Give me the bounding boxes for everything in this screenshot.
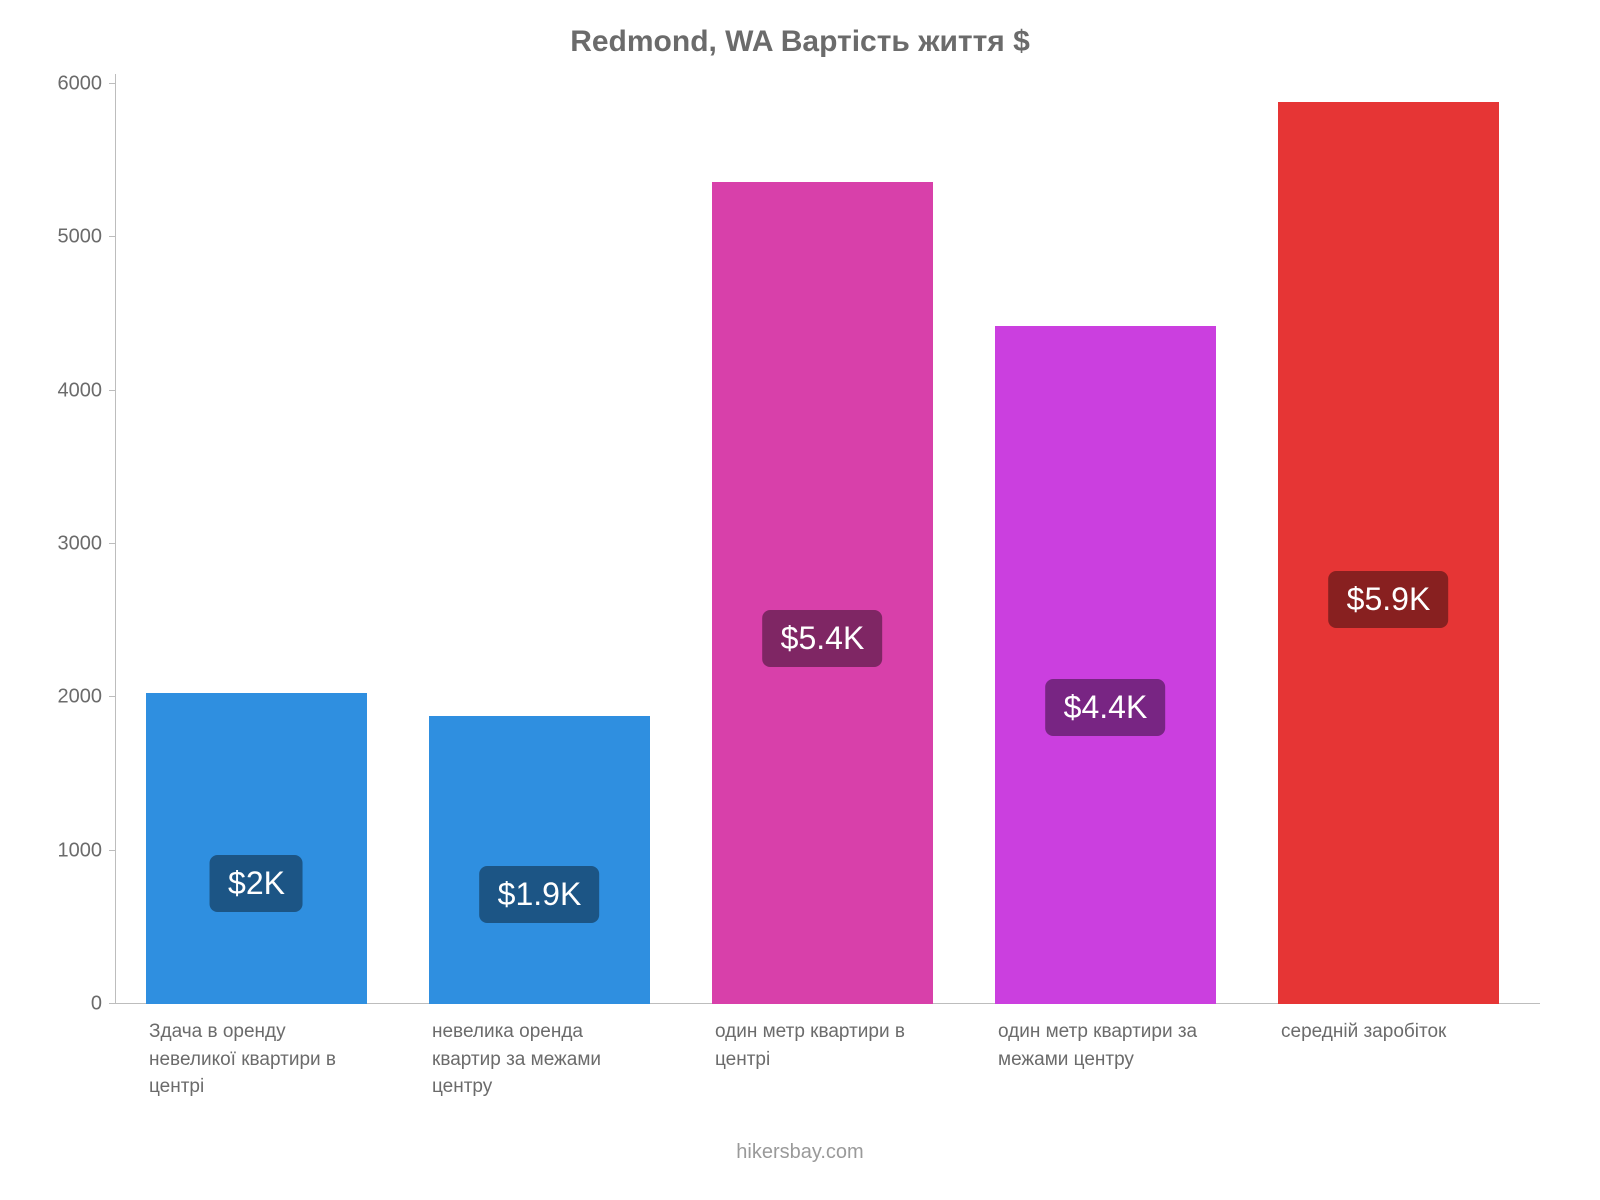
- bar: $2K: [146, 693, 367, 1004]
- bar: $5.9K: [1278, 102, 1499, 1004]
- value-badge: $4.4K: [1046, 679, 1166, 736]
- y-tick-label: 3000: [58, 533, 103, 556]
- x-axis-labels: Здача в оренду невеликої квартири в цент…: [115, 1018, 1530, 1101]
- bar: $4.4K: [995, 326, 1216, 1004]
- bar-slot: $5.4K: [681, 84, 964, 1004]
- x-axis-label: один метр квартири за межами центру: [998, 1018, 1198, 1073]
- x-label-slot: Здача в оренду невеликої квартири в цент…: [115, 1018, 398, 1101]
- x-axis-label: середній заробіток: [1281, 1018, 1481, 1046]
- y-tick-label: 1000: [58, 839, 103, 862]
- value-badge: $2K: [210, 855, 303, 912]
- x-label-slot: середній заробіток: [1247, 1018, 1530, 1101]
- y-tick-label: 6000: [58, 73, 103, 96]
- y-tick-label: 5000: [58, 226, 103, 249]
- x-axis-label: Здача в оренду невеликої квартири в цент…: [149, 1018, 349, 1101]
- x-axis-label: невелика оренда квартир за межами центру: [432, 1018, 632, 1101]
- x-label-slot: невелика оренда квартир за межами центру: [398, 1018, 681, 1101]
- value-badge: $5.9K: [1329, 571, 1449, 628]
- bar-slot: $2K: [115, 84, 398, 1004]
- value-badge: $1.9K: [480, 866, 600, 923]
- chart-title: Redmond, WA Вартість життя $: [40, 25, 1560, 59]
- bar-slot: $1.9K: [398, 84, 681, 1004]
- bar-slot: $5.9K: [1247, 84, 1530, 1004]
- chart-footer: hikersbay.com: [40, 1141, 1560, 1164]
- x-axis-label: один метр квартири в центрі: [715, 1018, 915, 1073]
- bar: $5.4K: [712, 182, 933, 1004]
- x-label-slot: один метр квартири в центрі: [681, 1018, 964, 1101]
- value-badge: $5.4K: [763, 610, 883, 667]
- y-tick-label: 0: [91, 993, 102, 1016]
- chart-container: Redmond, WA Вартість життя $ 0 1000 2000 30…: [0, 0, 1600, 1200]
- bar-slot: $4.4K: [964, 84, 1247, 1004]
- y-axis: 0100020003000400050006000: [40, 84, 110, 1004]
- y-tick-label: 2000: [58, 686, 103, 709]
- bars-group: $2K $1.9K $5.4K $4.4K $5.9K: [115, 84, 1530, 1004]
- x-label-slot: один метр квартири за межами центру: [964, 1018, 1247, 1101]
- bar: $1.9K: [429, 716, 650, 1004]
- y-tick-label: 4000: [58, 379, 103, 402]
- plot-area: 0100020003000400050006000 $2K$1.9K$5.4K$…: [115, 84, 1530, 1004]
